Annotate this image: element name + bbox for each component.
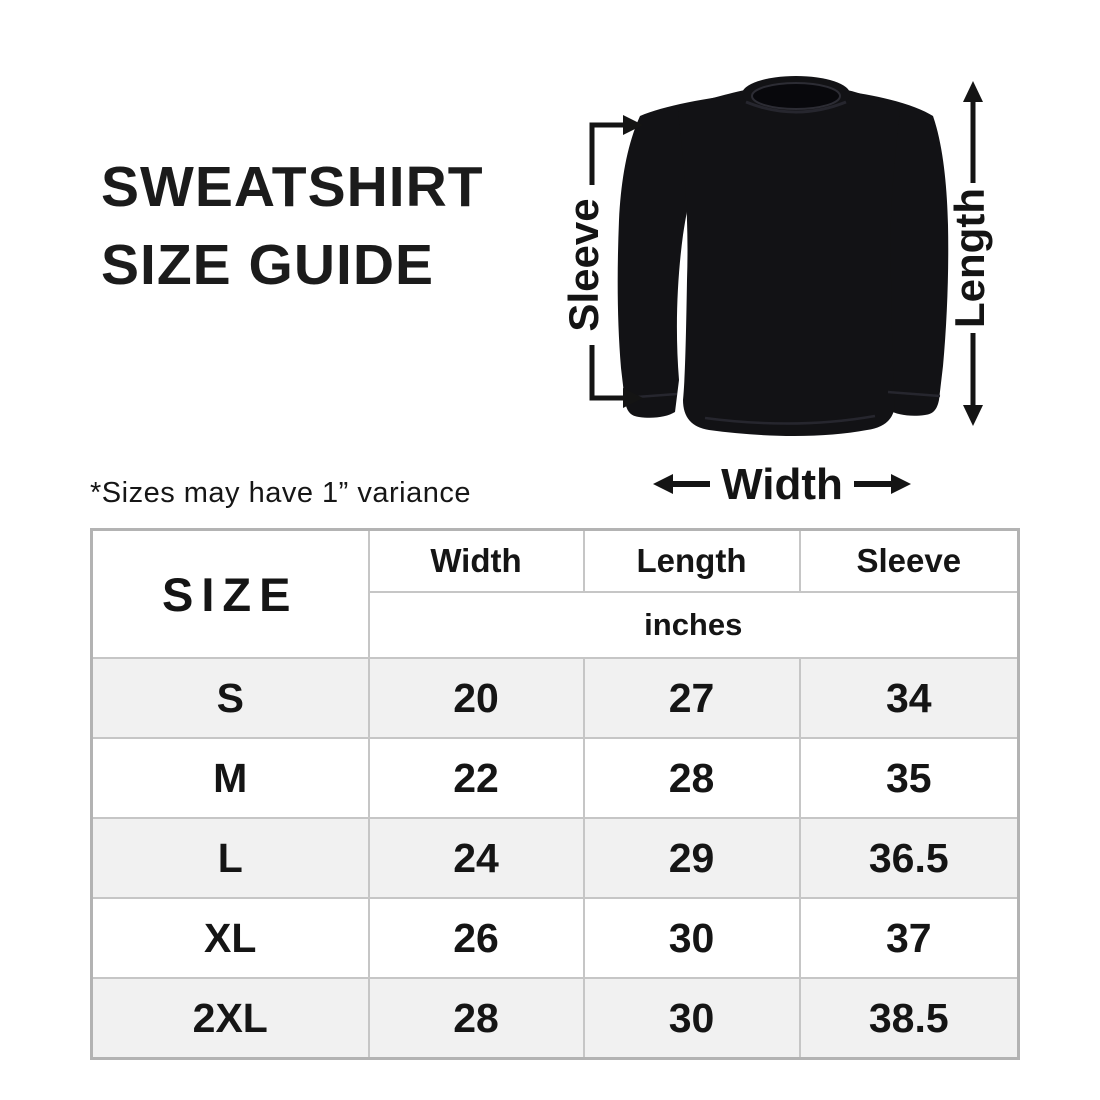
variance-note: *Sizes may have 1” variance — [90, 477, 471, 509]
length-measure-arrow — [963, 81, 983, 426]
width-cell: 24 — [367, 817, 585, 899]
size-cell: M — [90, 737, 370, 819]
length-cell: 29 — [582, 817, 801, 899]
width-measure-arrow — [653, 474, 911, 494]
size-cell: XL — [90, 897, 370, 979]
sweatshirt-right-sleeve — [837, 90, 949, 416]
page-title-line2: SIZE GUIDE — [101, 233, 435, 297]
table-row-l: L 24 29 36.5 — [90, 817, 1020, 899]
width-cell: 26 — [367, 897, 585, 979]
length-column-header: Length — [582, 528, 801, 593]
table-row-2xl: 2XL 28 30 38.5 — [90, 977, 1020, 1060]
width-label: Width — [721, 460, 843, 509]
sweatshirt-left-sleeve — [617, 92, 755, 418]
width-cell: 28 — [367, 977, 585, 1060]
table-row-m: M 22 28 35 — [90, 737, 1020, 819]
page-title: SWEATSHIRT SIZE GUIDE — [101, 148, 484, 304]
table-row-s: S 20 27 34 — [90, 657, 1020, 739]
unit-label: inches — [367, 591, 1020, 659]
length-cell: 27 — [582, 657, 801, 739]
sleeve-column-header: Sleeve — [798, 528, 1020, 593]
sweatshirt-collar-seam — [745, 100, 847, 114]
sleeve-cell: 35 — [798, 737, 1020, 819]
sweatshirt-right-cuff-seam — [887, 390, 941, 398]
length-cell: 30 — [582, 897, 801, 979]
table-row-xl: XL 26 30 37 — [90, 897, 1020, 979]
sweatshirt-hem-seam — [704, 414, 876, 425]
length-label: Length — [946, 188, 993, 328]
sleeve-cell: 36.5 — [798, 817, 1020, 899]
size-cell: L — [90, 817, 370, 899]
sleeve-label: Sleeve — [560, 198, 607, 331]
width-cell: 20 — [367, 657, 585, 739]
sleeve-cell: 38.5 — [798, 977, 1020, 1060]
width-column-header: Width — [367, 528, 585, 593]
sleeve-measure-arrow — [589, 115, 643, 408]
sweatshirt-neck-opening — [751, 82, 841, 110]
length-cell: 30 — [582, 977, 801, 1060]
size-chart-table: SIZE Width Length Sleeve inches S 20 27 … — [90, 528, 1020, 1060]
page-title-line1: SWEATSHIRT — [101, 155, 484, 219]
size-cell: S — [90, 657, 370, 739]
sweatshirt-body — [678, 90, 900, 436]
sleeve-cell: 34 — [798, 657, 1020, 739]
size-column-header: SIZE — [90, 528, 370, 659]
table-header-row: SIZE Width Length Sleeve — [90, 528, 1020, 659]
size-cell: 2XL — [90, 977, 370, 1060]
sleeve-cell: 37 — [798, 897, 1020, 979]
length-cell: 28 — [582, 737, 801, 819]
table-unit-row: inches — [92, 591, 1020, 659]
width-cell: 22 — [367, 737, 585, 819]
sweatshirt-measurement-diagram: Sleeve Length Width — [560, 76, 993, 509]
